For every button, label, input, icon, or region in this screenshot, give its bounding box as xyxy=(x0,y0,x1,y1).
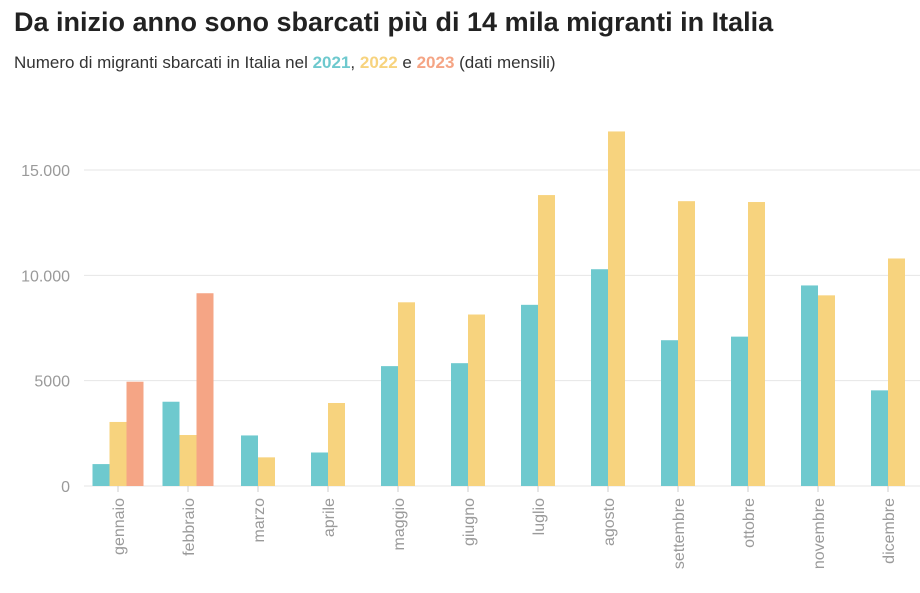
y-tick-label: 5000 xyxy=(34,374,70,391)
x-tick-label: aprile xyxy=(321,498,338,537)
bar-2021-agosto xyxy=(591,269,608,486)
chart-subtitle: Numero di migranti sbarcati in Italia ne… xyxy=(14,53,556,73)
bar-2022-maggio xyxy=(398,302,415,486)
x-tick-label: febbraio xyxy=(181,498,198,556)
bar-2022-dicembre xyxy=(888,258,905,486)
bar-2021-novembre xyxy=(801,285,818,486)
bar-2023-gennaio xyxy=(126,381,144,486)
x-tick-label: marzo xyxy=(251,498,268,543)
bar-2021-giugno xyxy=(451,363,468,486)
bar-2021-settembre xyxy=(661,340,678,486)
bar-2022-settembre xyxy=(678,201,695,487)
bar-2021-luglio xyxy=(521,304,538,486)
bar-2022-agosto xyxy=(608,131,625,486)
y-tick-label: 15.000 xyxy=(21,163,70,180)
subtitle-prefix: Numero di migranti sbarcati in Italia ne… xyxy=(14,53,313,72)
x-tick-label: novembre xyxy=(811,498,828,569)
bar-2021-gennaio xyxy=(92,464,110,486)
bars xyxy=(92,131,905,487)
x-tick-label: luglio xyxy=(531,498,548,535)
bar-2022-giugno xyxy=(468,314,485,486)
bar-2021-marzo xyxy=(241,435,258,486)
bar-2023-febbraio xyxy=(196,293,214,486)
bar-2022-aprile xyxy=(328,402,345,486)
x-tick-label: giugno xyxy=(461,498,478,546)
legend-2021: 2021 xyxy=(312,53,351,72)
bar-2022-febbraio xyxy=(179,435,197,486)
x-tick-label: gennaio xyxy=(111,498,128,555)
legend-2022: 2022 xyxy=(359,53,398,72)
gridlines xyxy=(84,169,920,487)
y-tick-label: 0 xyxy=(61,479,70,496)
x-axis-ticks: gennaio febbraio marzo aprile maggio giugno lu… xyxy=(111,486,898,569)
bar-2021-maggio xyxy=(381,366,398,486)
bar-2021-febbraio xyxy=(162,401,180,486)
bar-2022-luglio xyxy=(538,195,555,486)
y-tick-label: 10.000 xyxy=(21,268,70,285)
x-tick-label: agosto xyxy=(601,498,618,546)
chart-title: Da inizio anno sono sbarcati più di 14 m… xyxy=(14,7,774,37)
bar-2021-ottobre xyxy=(731,336,748,486)
legend-2023: 2023 xyxy=(416,53,455,72)
y-axis-ticks: 0 5000 10.000 15.000 xyxy=(21,163,70,496)
bar-2022-novembre xyxy=(818,295,835,486)
bar-2022-marzo xyxy=(258,457,275,486)
bar-2021-dicembre xyxy=(871,390,888,486)
x-tick-label: ottobre xyxy=(741,498,758,548)
subtitle-comma: , xyxy=(350,53,360,72)
bar-2021-aprile xyxy=(311,452,328,486)
bar-2022-gennaio xyxy=(109,421,127,486)
x-tick-label: maggio xyxy=(391,498,408,551)
x-tick-label: settembre xyxy=(671,498,688,569)
bar-2022-ottobre xyxy=(748,202,765,486)
subtitle-and: e xyxy=(397,53,417,72)
x-tick-label: dicembre xyxy=(881,498,898,564)
subtitle-suffix: (dati mensili) xyxy=(454,53,556,72)
